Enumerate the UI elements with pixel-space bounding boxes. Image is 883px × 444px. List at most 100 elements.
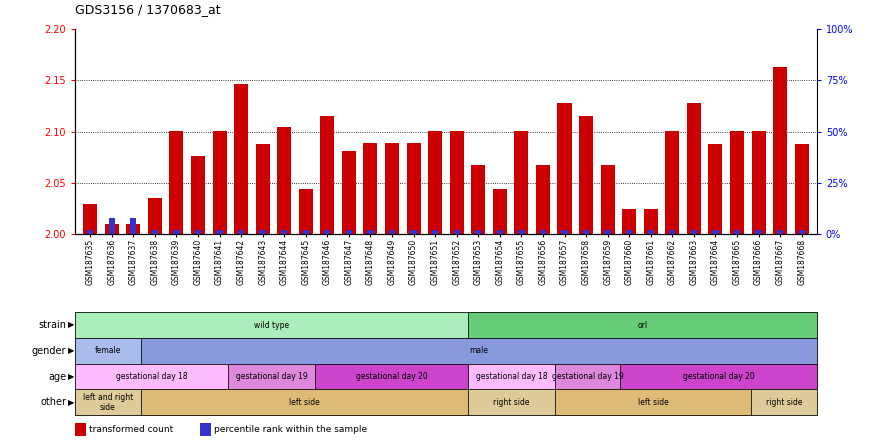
- Bar: [234, 84, 248, 234]
- Bar: [75, 338, 140, 364]
- Bar: [213, 131, 227, 234]
- Bar: [152, 230, 158, 234]
- Bar: [518, 230, 525, 234]
- Bar: [324, 230, 330, 234]
- Bar: [346, 230, 352, 234]
- Bar: [83, 204, 97, 234]
- Bar: [555, 364, 621, 389]
- Bar: [795, 144, 809, 234]
- Bar: [774, 67, 787, 234]
- Bar: [536, 165, 550, 234]
- Bar: [75, 312, 468, 338]
- Text: gestational day 19: gestational day 19: [552, 372, 623, 381]
- Bar: [647, 230, 654, 234]
- Bar: [555, 389, 751, 415]
- Bar: [126, 224, 140, 234]
- Bar: [256, 144, 269, 234]
- Text: wild type: wild type: [253, 321, 289, 329]
- Bar: [496, 230, 503, 234]
- Bar: [515, 131, 528, 234]
- Bar: [216, 230, 223, 234]
- Bar: [468, 389, 555, 415]
- Bar: [493, 189, 507, 234]
- Bar: [623, 209, 636, 234]
- Bar: [130, 218, 137, 234]
- Bar: [147, 198, 162, 234]
- Bar: [432, 230, 438, 234]
- Text: right side: right side: [493, 398, 530, 407]
- Text: gestational day 20: gestational day 20: [683, 372, 754, 381]
- Text: gestational day 18: gestational day 18: [116, 372, 187, 381]
- Bar: [87, 230, 94, 234]
- Text: percentile rank within the sample: percentile rank within the sample: [214, 425, 367, 434]
- Bar: [562, 230, 568, 234]
- Bar: [238, 230, 245, 234]
- Bar: [644, 209, 658, 234]
- Text: strain: strain: [38, 320, 66, 330]
- Bar: [734, 230, 740, 234]
- Bar: [730, 131, 744, 234]
- Bar: [228, 364, 315, 389]
- Bar: [687, 103, 701, 234]
- Bar: [406, 143, 420, 234]
- Bar: [173, 230, 179, 234]
- Bar: [200, 424, 211, 436]
- Text: ▶: ▶: [68, 346, 74, 355]
- Bar: [691, 230, 697, 234]
- Bar: [468, 364, 555, 389]
- Bar: [665, 131, 679, 234]
- Bar: [75, 424, 87, 436]
- Bar: [798, 230, 804, 234]
- Text: female: female: [94, 346, 121, 355]
- Bar: [411, 230, 417, 234]
- Bar: [281, 230, 287, 234]
- Bar: [389, 230, 396, 234]
- Text: left side: left side: [289, 398, 320, 407]
- Bar: [468, 312, 817, 338]
- Bar: [367, 230, 374, 234]
- Bar: [191, 156, 205, 234]
- Bar: [342, 151, 356, 234]
- Text: left and right
side: left and right side: [83, 392, 133, 412]
- Text: gestational day 18: gestational day 18: [476, 372, 547, 381]
- Bar: [713, 230, 719, 234]
- Bar: [583, 230, 589, 234]
- Bar: [454, 230, 460, 234]
- Bar: [75, 389, 140, 415]
- Text: GDS3156 / 1370683_at: GDS3156 / 1370683_at: [75, 3, 221, 16]
- Bar: [277, 127, 291, 234]
- Text: ▶: ▶: [68, 398, 74, 407]
- Bar: [621, 364, 817, 389]
- Bar: [105, 224, 118, 234]
- Bar: [751, 389, 817, 415]
- Bar: [140, 389, 468, 415]
- Bar: [195, 230, 201, 234]
- Bar: [364, 143, 377, 234]
- Bar: [600, 165, 615, 234]
- Text: transformed count: transformed count: [89, 425, 174, 434]
- Bar: [170, 131, 184, 234]
- Bar: [298, 189, 313, 234]
- Text: other: other: [41, 397, 66, 407]
- Text: right side: right side: [766, 398, 803, 407]
- Bar: [260, 230, 266, 234]
- Bar: [777, 230, 783, 234]
- Bar: [321, 116, 335, 234]
- Bar: [557, 103, 571, 234]
- Bar: [605, 230, 611, 234]
- Text: gender: gender: [32, 346, 66, 356]
- Bar: [669, 230, 675, 234]
- Text: orl: orl: [638, 321, 647, 329]
- Text: ▶: ▶: [68, 372, 74, 381]
- Text: male: male: [469, 346, 488, 355]
- Bar: [75, 364, 228, 389]
- Bar: [751, 131, 766, 234]
- Bar: [315, 364, 468, 389]
- Bar: [385, 143, 399, 234]
- Text: age: age: [48, 372, 66, 381]
- Bar: [428, 131, 442, 234]
- Text: gestational day 19: gestational day 19: [236, 372, 307, 381]
- Bar: [449, 131, 464, 234]
- Text: left side: left side: [638, 398, 668, 407]
- Text: gestational day 20: gestational day 20: [356, 372, 427, 381]
